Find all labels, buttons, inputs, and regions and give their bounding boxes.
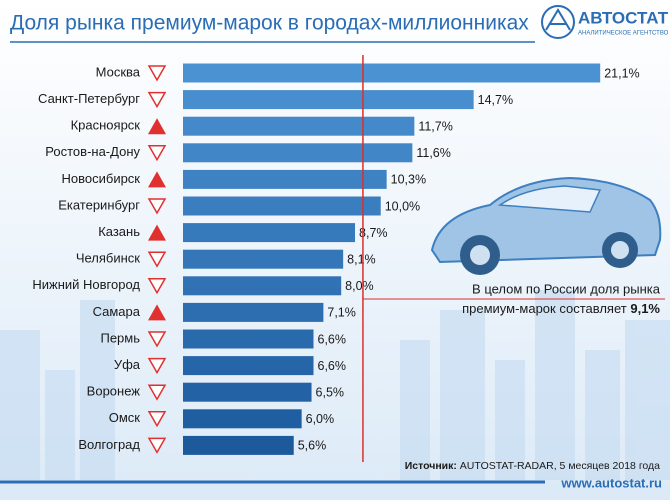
bar bbox=[183, 409, 302, 429]
annotation-text: премиум-марок составляет bbox=[462, 301, 627, 316]
trend-up bbox=[148, 304, 166, 321]
bar bbox=[183, 382, 312, 402]
bar bbox=[183, 63, 601, 83]
category-label: Нижний Новгород bbox=[32, 277, 140, 292]
value-label: 7,1% bbox=[327, 306, 356, 320]
annotation: В целом по России доля рынка bbox=[472, 281, 661, 296]
reference-label: 9,1% bbox=[630, 301, 660, 316]
category-label: Санкт-Петербург bbox=[38, 91, 140, 106]
source: Источник: AUTOSTAT-RADAR, 5 месяцев 2018… bbox=[405, 460, 660, 472]
source-text: AUTOSTAT-RADAR, 5 месяцев 2018 года bbox=[460, 460, 660, 472]
value-label: 10,0% bbox=[385, 199, 420, 213]
trend-up bbox=[148, 118, 166, 135]
category-label: Челябинск bbox=[76, 251, 140, 266]
logo: АВТОСТАТ АНАЛИТИЧЕСКОЕ АГЕНТСТВО bbox=[541, 5, 669, 39]
value-label: 6,6% bbox=[318, 332, 347, 346]
trend-up bbox=[148, 224, 166, 241]
trend-down bbox=[147, 437, 167, 454]
bar bbox=[183, 169, 387, 189]
bar bbox=[183, 196, 381, 216]
trend-down bbox=[147, 384, 167, 401]
bar bbox=[183, 356, 314, 376]
trend-down bbox=[147, 278, 167, 295]
category-label: Пермь bbox=[100, 330, 140, 345]
website: www.autostat.ru bbox=[560, 475, 662, 490]
bar bbox=[183, 435, 294, 455]
bar bbox=[183, 116, 415, 136]
skyline bbox=[0, 290, 670, 480]
trend-up bbox=[148, 171, 166, 188]
value-label: 21,1% bbox=[604, 66, 639, 80]
value-label: 6,0% bbox=[306, 412, 335, 426]
car bbox=[430, 176, 662, 275]
category-label: Москва bbox=[96, 64, 141, 79]
logo-name: АВТОСТАТ bbox=[578, 8, 669, 27]
category-label: Красноярск bbox=[71, 118, 141, 133]
category-label: Омск bbox=[109, 410, 141, 425]
category-label: Казань bbox=[98, 224, 140, 239]
value-label: 8,0% bbox=[345, 279, 374, 293]
chart-title: Доля рынка премиум-марок в городах-милли… bbox=[10, 12, 529, 35]
category-label: Ростов-на-Дону bbox=[45, 144, 140, 159]
trend-down bbox=[147, 411, 167, 428]
trend-down bbox=[147, 198, 167, 215]
trend-down bbox=[147, 251, 167, 268]
category-label: Уфа bbox=[114, 357, 141, 372]
value-label: 8,1% bbox=[347, 252, 376, 266]
value-label: 6,6% bbox=[318, 359, 347, 373]
annotation: премиум-марок составляет 9,1% bbox=[462, 301, 660, 316]
bar bbox=[183, 143, 413, 163]
trend-down bbox=[147, 145, 167, 162]
value-label: 11,6% bbox=[416, 146, 451, 160]
bar bbox=[183, 249, 344, 269]
footer-band bbox=[0, 482, 670, 500]
trend-down bbox=[147, 91, 167, 109]
trend-down bbox=[147, 331, 167, 348]
category-label: Екатеринбург bbox=[58, 197, 140, 212]
category-label: Воронеж bbox=[87, 384, 141, 399]
logo-tagline: АНАЛИТИЧЕСКОЕ АГЕНТСТВО bbox=[578, 31, 669, 37]
value-label: 14,7% bbox=[478, 93, 513, 107]
category-label: Волгоград bbox=[78, 437, 140, 452]
bar bbox=[183, 302, 324, 322]
category-label: Новосибирск bbox=[62, 171, 141, 186]
trend-down bbox=[147, 65, 167, 82]
value-label: 6,5% bbox=[316, 385, 345, 399]
value-label: 11,7% bbox=[418, 119, 453, 133]
category-label: Самара bbox=[93, 304, 141, 319]
value-label: 8,7% bbox=[359, 226, 388, 240]
trend-down bbox=[147, 357, 167, 375]
value-label: 10,3% bbox=[391, 173, 426, 187]
bar bbox=[183, 276, 342, 296]
bar bbox=[183, 329, 314, 349]
bar bbox=[183, 90, 474, 110]
bar bbox=[183, 223, 356, 243]
value-label: 5,6% bbox=[298, 439, 327, 453]
source-label: Источник: bbox=[405, 460, 457, 472]
